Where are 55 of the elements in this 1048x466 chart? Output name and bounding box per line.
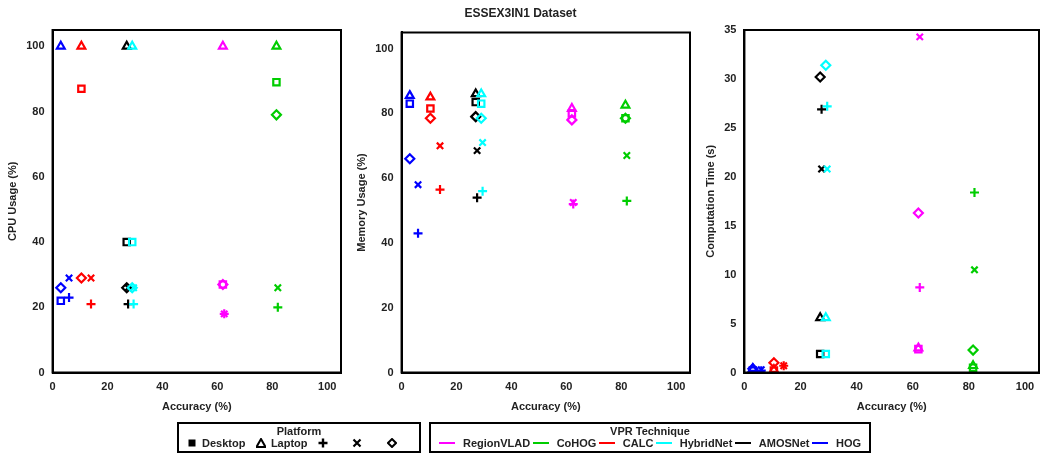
- x-tick-label: 80: [266, 380, 279, 393]
- y-tick-label: 30: [724, 71, 737, 84]
- x-tick-label: 20: [101, 380, 114, 393]
- legend-title: VPR Technique: [609, 425, 691, 437]
- x-tick-label: 80: [962, 380, 975, 393]
- y-tick-label: 20: [724, 169, 737, 182]
- y-axis-title: Memory Usage (%): [354, 152, 367, 252]
- x-tick-label: 0: [49, 380, 56, 393]
- legend-label: CALC: [621, 437, 654, 449]
- x-tick-label: 20: [794, 380, 807, 393]
- y-tick-label: 25: [724, 120, 737, 133]
- x-tick-label: 100: [318, 380, 337, 393]
- x-tick-label: 40: [505, 380, 518, 393]
- legend-label: AMOSNet: [757, 437, 810, 449]
- x-tick-label: 0: [741, 380, 748, 393]
- chart-title: ESSEX3IN1 Dataset: [464, 5, 577, 20]
- y-tick-label: 100: [26, 39, 45, 52]
- text: Desktop: [201, 437, 246, 449]
- x-tick-label: 40: [156, 380, 169, 393]
- y-tick-label: 10: [724, 267, 737, 280]
- x-tick-label: 100: [1015, 380, 1035, 393]
- x-tick-label: 100: [667, 380, 686, 393]
- y-tick-label: 80: [32, 104, 45, 117]
- x-tick-label: 60: [906, 380, 919, 393]
- y-tick-label: 15: [724, 218, 737, 231]
- text: Platform: [275, 425, 323, 437]
- y-tick-label: 60: [32, 169, 45, 182]
- y-tick-label: 0: [387, 365, 394, 378]
- x-tick-label: 60: [211, 380, 224, 393]
- x-tick-label: 20: [450, 380, 463, 393]
- x-tick-label: 40: [850, 380, 863, 393]
- text: Laptop: [269, 437, 308, 449]
- legend-label: HOG: [834, 437, 861, 449]
- y-tick-label: 40: [381, 236, 394, 249]
- y-axis-title: CPU Usage (%): [5, 161, 18, 242]
- x-axis-title: Accuracy (%): [856, 400, 927, 413]
- x-axis-title: Accuracy (%): [161, 400, 232, 413]
- x-tick-label: 60: [560, 380, 573, 393]
- y-tick-label: 20: [381, 300, 394, 313]
- y-tick-label: 20: [32, 300, 45, 313]
- y-tick-label: 100: [375, 41, 394, 54]
- y-tick-label: 40: [32, 235, 45, 248]
- y-axis-title: Computation Time (s): [703, 144, 716, 258]
- y-tick-label: 5: [730, 316, 737, 329]
- legend-label: HybridNet: [678, 437, 733, 449]
- legend-label: CoHOG: [555, 437, 597, 449]
- y-tick-label: 0: [730, 365, 737, 378]
- y-tick-label: 80: [381, 106, 394, 119]
- y-tick-label: 60: [381, 171, 394, 184]
- y-tick-label: 0: [38, 365, 45, 378]
- legend-label: RegionVLAD: [462, 437, 531, 449]
- y-tick-label: 35: [724, 23, 737, 36]
- x-tick-label: 80: [615, 380, 628, 393]
- x-axis-title: Accuracy (%): [510, 400, 581, 413]
- x-tick-label: 0: [398, 380, 405, 393]
